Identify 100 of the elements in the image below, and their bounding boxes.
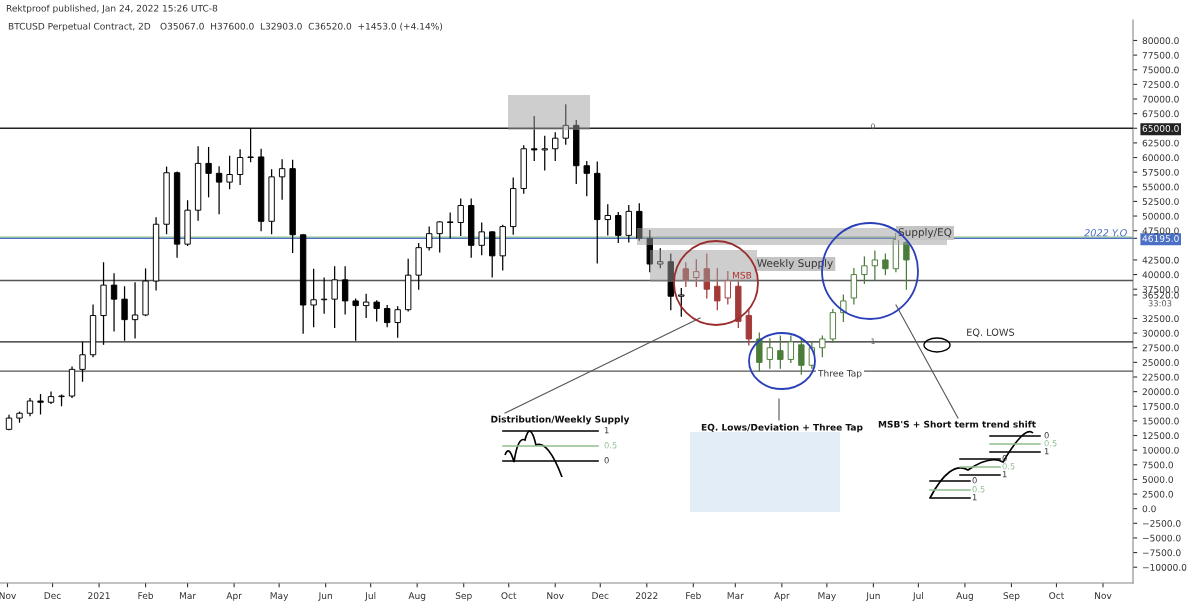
x-tick-label: 2022 [635,592,658,600]
y-tick-label: 5000.0 [1142,476,1174,483]
annotation: 0 [604,457,609,464]
annotation: 0.5 [1044,440,1057,447]
y-tick-label: 20000.0 [1142,388,1179,396]
annotation: 1 [1044,448,1049,455]
x-tick-label: Sep [1003,592,1020,601]
candlestick [426,226,433,251]
candlestick [79,341,86,382]
annotation: 1 [604,427,609,434]
candlestick [205,146,212,198]
y-tick-label: 37500.0 [1142,285,1179,293]
y-tick-label: 22500.0 [1142,373,1179,381]
candlestick [531,115,538,162]
x-tick-label: Dec [592,592,609,600]
candlestick [373,300,380,322]
annotation: O35067.0 H37600.0 L32903.0 C36520.0 +1453.0 (+4.14%) [160,22,443,31]
annotation: 0 [972,477,977,484]
candlestick [394,306,401,338]
text: Rektproof published, Jan 24, 2022 15:26 UTC-8 [6,4,218,14]
candlestick [861,256,868,284]
candlestick [798,338,805,375]
y-tick-label: 7500.0 [1142,461,1174,469]
y-tick-label: 62500.0 [1142,139,1179,147]
candlestick [714,268,721,311]
y-tick-label: 77500.0 [1142,51,1179,59]
x-tick-label: Feb [138,592,154,600]
candlestick [121,286,128,341]
candlestick [871,250,879,282]
y-tick-label: −10000.0 [1142,563,1187,571]
candlestick [278,159,286,200]
candlestick [552,132,559,162]
x-tick-label: Jun [865,592,880,601]
y-tick-label: 65000.0 [1142,125,1179,132]
annotation: Distribution/Weekly Supply [491,415,630,425]
x-tick-label: Jul [364,592,376,601]
annotation: 1 [1002,471,1007,478]
candlestick [383,304,391,328]
candlestick [703,253,710,299]
candlestick [604,204,611,236]
y-tick-label: 57500.0 [1142,168,1179,176]
candlestick [447,212,454,239]
candlestick [583,161,590,197]
x-tick-label: May [818,592,836,601]
annotation: 1 [972,494,977,501]
candlestick [787,335,795,363]
candlestick [724,271,732,305]
candlestick [457,198,464,236]
y-tick-label: 52500.0 [1142,198,1179,205]
candlestick [352,298,359,341]
candlestick [756,332,763,372]
x-tick-label: Sep [455,592,472,601]
candlestick [819,335,826,358]
annotation: MSB'S + Short term trend shift [878,420,1036,428]
y-tick-label: 40000.0 [1142,271,1179,279]
annotation: 0 [1002,455,1007,462]
y-tick-label: 27500.0 [1142,344,1179,352]
annotation: Supply/EQ [898,227,952,239]
x-tick-label: Oct [501,592,517,600]
y-tick-label: 25000.0 [1142,359,1179,366]
chart-title: BTCUSD Perpetual Contract, 2D [8,22,151,32]
y-tick-label: 47500.0 [1142,227,1179,235]
y-tick-label: 55000.0 [1142,183,1179,191]
x-tick-label: Nov [1095,592,1112,600]
x-tick-label: Dec [44,592,61,600]
candlestick [226,155,233,190]
annotation: EQ. LOWS [967,328,1015,338]
candlestick [562,104,569,145]
x-tick-label: Mar [727,592,744,600]
candlestick [882,253,889,276]
y-tick-label: 12500.0 [1143,432,1179,440]
text: 33:03 [1148,300,1172,307]
y-tick-label: 70000.0 [1142,95,1179,103]
candlestick [489,231,496,278]
x-tick-label: Aug [956,592,973,601]
y-tick-label: 60000.0 [1142,154,1179,162]
x-tick-label: May [270,592,289,601]
y-tick-label: 17500.0 [1143,402,1179,410]
candlestick [341,266,349,315]
x-tick-label: Apr [774,592,790,601]
y-tick-label: 42500.0 [1142,256,1179,264]
candlestick [37,394,44,415]
y-tick-label: 2500.0 [1142,490,1174,498]
candlestick [682,262,689,287]
candlestick [903,238,910,290]
annotation: EQ. Lows/Deviation + Three Tap [701,423,863,433]
y-tick-label: 72500.0 [1142,81,1179,88]
candlestick [615,211,622,244]
candlestick [678,287,685,317]
y-tick-label: 10000.0 [1143,446,1179,454]
x-tick-label: Apr [226,592,242,601]
candlestick [436,221,443,253]
candlestick [657,248,664,269]
candlestick [310,268,317,328]
candlestick [331,266,338,328]
x-tick-label: Aug [408,592,426,601]
y-tick-label: 30000.0 [1142,329,1179,337]
y-tick-label: −5000.0 [1142,534,1181,542]
y-tick-label: −2500.0 [1142,520,1181,527]
candlestick [247,128,254,163]
